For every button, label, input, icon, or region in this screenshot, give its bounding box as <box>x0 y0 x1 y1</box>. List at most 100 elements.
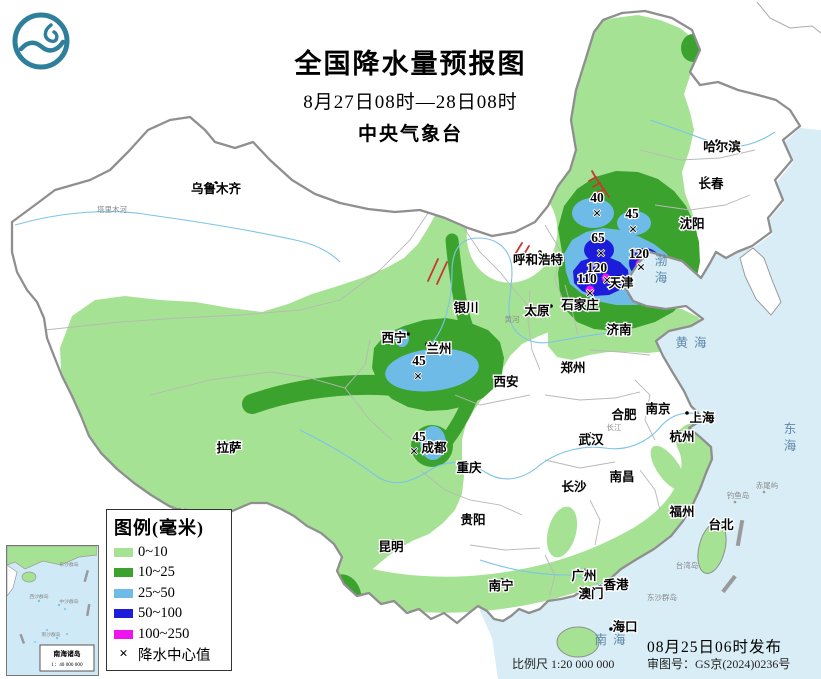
rain-center-x-marker: × <box>603 273 612 289</box>
legend-color-chip <box>114 568 133 578</box>
city-marker <box>616 470 620 474</box>
sea-name-label: 渤海 <box>655 253 668 285</box>
city-label: 银川 <box>453 300 478 315</box>
city-marker <box>588 432 592 436</box>
city-marker <box>616 275 620 279</box>
rain-center-value: 65 <box>591 230 605 245</box>
city-marker <box>614 323 618 327</box>
city-label: 成都 <box>421 440 447 455</box>
city-marker <box>574 479 578 483</box>
legend-item: 0~10 <box>114 542 225 563</box>
city-marker: + <box>711 515 717 527</box>
inset-title: 南海诸岛 <box>53 649 80 658</box>
city-marker <box>500 578 504 582</box>
center-marker-label: 降水中心值 <box>138 648 211 665</box>
rain-center-x-marker: × <box>586 286 595 302</box>
shear-line-symbols <box>427 170 610 285</box>
city-label: 南宁 <box>488 578 513 593</box>
city-marker <box>423 442 427 446</box>
rain-center-x-marker: × <box>597 246 606 262</box>
city-marker <box>502 375 506 379</box>
city-label: 贵阳 <box>460 512 485 527</box>
city-label: 乌鲁木齐 <box>191 181 242 196</box>
sea-name-label: 东海 <box>784 422 797 453</box>
legend-items: 0~10 10~25 25~50 50~100 100~250 <box>114 542 225 645</box>
city-label: 香港 <box>602 577 629 592</box>
city-label: 天津 <box>608 275 634 290</box>
city-label: 昆明 <box>378 539 403 554</box>
city-marker <box>472 512 476 516</box>
legend-item-label: 10~25 <box>138 564 175 581</box>
legend-color-chip <box>114 629 133 639</box>
city-marker <box>425 342 429 346</box>
inset-scale: 1：40 000 000 <box>51 662 83 668</box>
city-label: 哈尔滨 <box>703 139 741 154</box>
rain-center-value: 45 <box>412 429 426 444</box>
city-marker <box>584 568 588 572</box>
city-label: 西安 <box>493 374 518 389</box>
city-label: 郑州 <box>560 360 585 375</box>
inset-geo-label: 西沙群岛 <box>29 593 48 600</box>
legend-item: 25~50 <box>114 583 225 604</box>
sea-name-label: 南海 <box>594 632 631 647</box>
city-marker <box>391 539 395 543</box>
rain-center-value: 110 <box>577 271 597 286</box>
rain-center-value: 40 <box>590 190 604 205</box>
city-label: 济南 <box>606 322 632 337</box>
offshore-islets <box>721 490 766 594</box>
taiwan-island <box>697 522 727 574</box>
legend-center-row: × 降水中心值 <box>114 645 225 666</box>
city-label: 澳门 <box>578 586 603 601</box>
small-geo-label: 黄河 <box>505 314 520 324</box>
legend-color-chip <box>114 588 133 598</box>
city-marker <box>685 411 689 415</box>
city-marker <box>549 304 553 308</box>
city-label: 重庆 <box>456 460 482 475</box>
city-label: 西宁 <box>381 330 406 345</box>
city-marker <box>214 181 218 185</box>
city-marker <box>604 585 608 589</box>
rain-center-value: 45 <box>625 206 639 221</box>
rain-center-value: 120 <box>629 246 650 261</box>
city-marker <box>704 176 708 180</box>
foreign-boundary-line <box>756 1 821 34</box>
city-marker <box>685 216 689 220</box>
city-label: 合肥 <box>611 407 637 422</box>
city-label: 南京 <box>645 401 671 416</box>
rain-center-x-marker: × <box>593 206 602 222</box>
city-marker <box>228 441 232 445</box>
legend-color-chip <box>114 609 133 619</box>
city-marker <box>652 402 656 406</box>
small-geo-label: 钓鱼岛 <box>727 490 750 500</box>
china-national-boundary <box>10 9 802 625</box>
city-label: 沈阳 <box>679 216 704 231</box>
rain-center-value: 45 <box>412 353 426 368</box>
small-geo-label: 塔里木河 <box>97 204 127 214</box>
hainan-island <box>556 626 600 658</box>
rain-center-x-marker: × <box>414 369 423 385</box>
rain-center-x-marker: × <box>410 444 419 460</box>
rain-center-labels: 40× 45×65× 120×120×110×45×45× <box>409 189 651 461</box>
city-marker <box>464 460 468 464</box>
approval-number: 审图号：GS京(2024)0236号 <box>647 657 791 671</box>
city-label: 兰州 <box>426 341 451 356</box>
legend-title: 图例(毫米) <box>114 518 204 538</box>
sea-name-label: 黄海 <box>675 335 712 350</box>
city-label: 长春 <box>698 176 724 191</box>
legend-item: 10~25 <box>114 563 225 584</box>
legend-color-chip <box>114 547 133 557</box>
city-label: 台北 <box>708 517 734 532</box>
city-label: 南昌 <box>609 469 634 484</box>
city-label: 武汉 <box>578 432 604 447</box>
inset-geo-label: 南沙群岛 <box>41 631 60 638</box>
city-label: 福州 <box>668 504 694 519</box>
inset-geo-label: 东沙群岛 <box>59 561 78 568</box>
rain-center-x-marker: × <box>637 260 646 276</box>
cma-logo <box>12 12 70 70</box>
city-marker <box>628 408 632 412</box>
city-marker <box>678 505 682 509</box>
city-label: 长沙 <box>561 479 587 494</box>
legend-panel: 图例(毫米) 0~10 10~25 25~50 50~100 100~250 × 降水中… <box>106 509 232 671</box>
